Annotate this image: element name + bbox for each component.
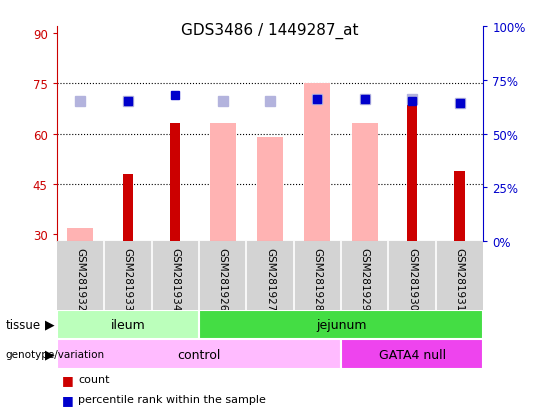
Text: GSM281933: GSM281933 — [123, 247, 133, 310]
Bar — [210, 124, 235, 242]
Text: genotype/variation: genotype/variation — [5, 349, 105, 359]
Text: jejunum: jejunum — [316, 318, 366, 331]
Bar — [68, 228, 93, 242]
Text: ileum: ileum — [110, 318, 145, 331]
Text: percentile rank within the sample: percentile rank within the sample — [78, 394, 266, 404]
Text: ■: ■ — [62, 373, 74, 386]
Text: GSM281934: GSM281934 — [170, 247, 180, 310]
Text: GSM281926: GSM281926 — [218, 247, 227, 310]
Text: GDS3486 / 1449287_at: GDS3486 / 1449287_at — [181, 23, 359, 39]
Text: ▶: ▶ — [45, 348, 55, 361]
Text: GSM281927: GSM281927 — [265, 247, 275, 310]
Text: GSM281930: GSM281930 — [407, 247, 417, 310]
Bar — [57, 310, 199, 339]
Bar — [352, 124, 378, 242]
Text: ■: ■ — [62, 393, 74, 406]
Bar — [170, 124, 180, 242]
Bar — [199, 310, 483, 339]
Bar — [123, 174, 133, 242]
Bar — [454, 171, 465, 242]
Bar — [305, 84, 330, 242]
Text: count: count — [78, 375, 110, 385]
Text: GATA4 null: GATA4 null — [379, 348, 445, 361]
Text: GSM281931: GSM281931 — [455, 247, 464, 310]
Text: GSM281928: GSM281928 — [313, 247, 322, 310]
Text: GSM281932: GSM281932 — [76, 247, 85, 310]
Bar — [341, 339, 483, 369]
Bar — [257, 138, 283, 242]
Bar — [407, 101, 417, 242]
Text: control: control — [177, 348, 220, 361]
Bar — [57, 339, 341, 369]
Text: tissue: tissue — [5, 318, 40, 331]
Text: GSM281929: GSM281929 — [360, 247, 370, 310]
Text: ▶: ▶ — [45, 318, 55, 331]
